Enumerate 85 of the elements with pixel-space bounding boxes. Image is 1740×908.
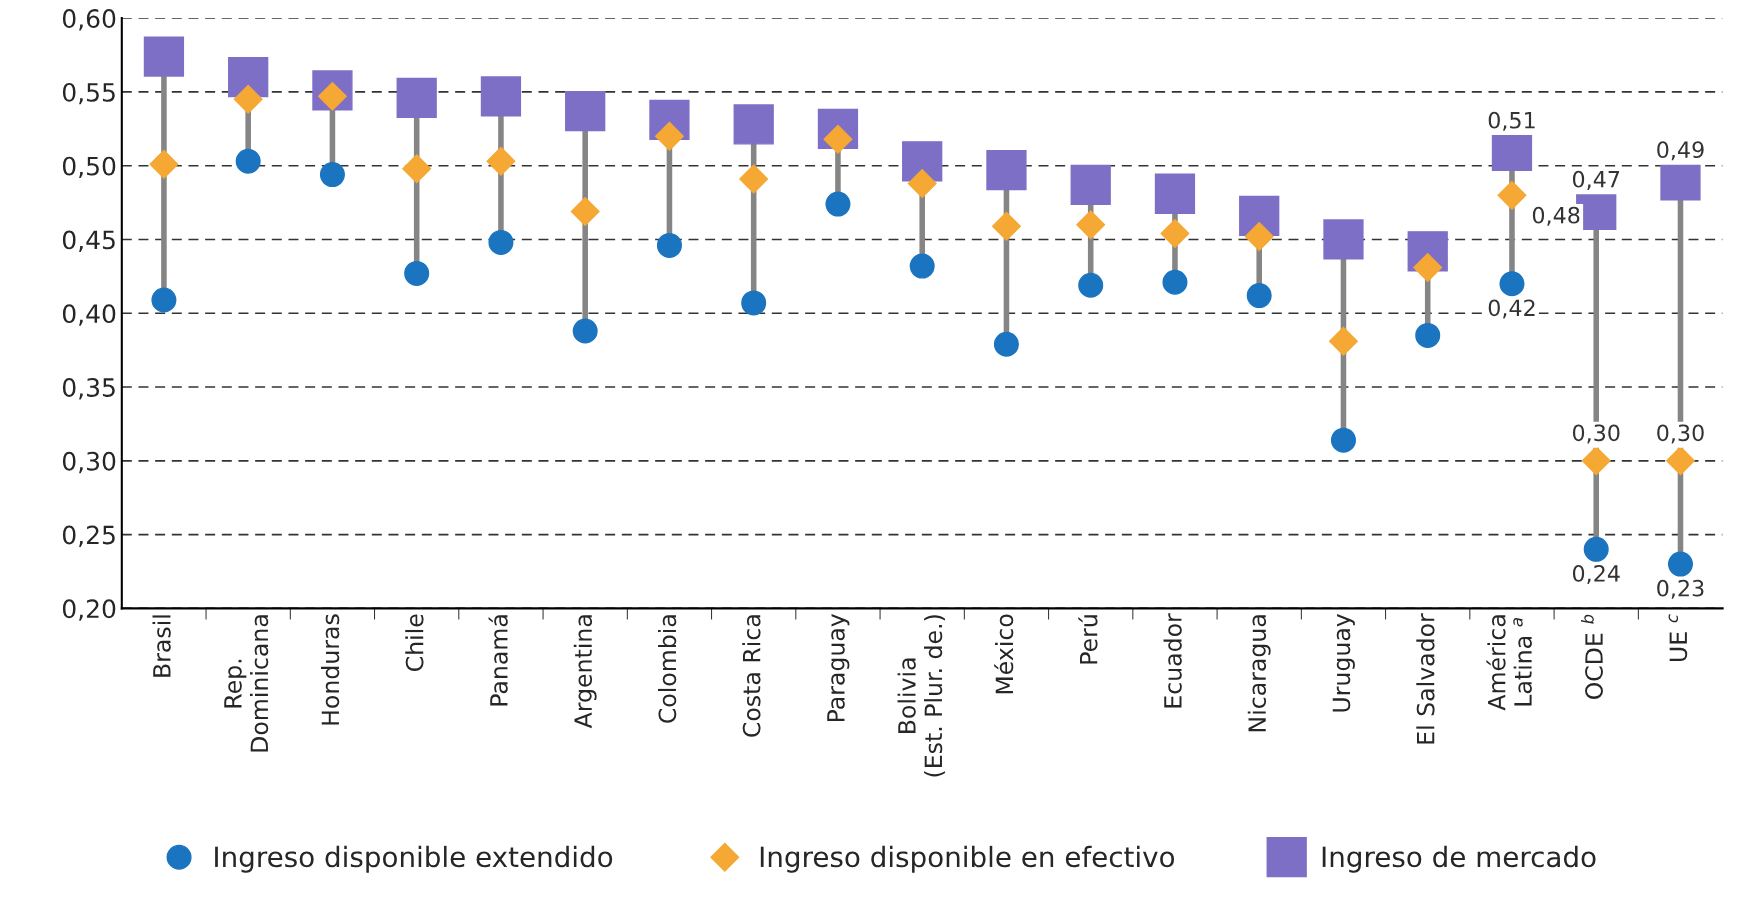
- x-tick-label: Costa Rica: [742, 615, 761, 737]
- x-tick-label: UE $^{c}$: [1668, 614, 1688, 661]
- y-tick-label: 0,55: [62, 82, 115, 105]
- data-label: 0,30: [1657, 424, 1704, 444]
- x-tick-label: Brasil: [152, 615, 171, 677]
- data-label: 0,48: [1532, 206, 1580, 226]
- x-tick-label: Argentina: [573, 615, 597, 729]
- point: [1154, 173, 1196, 214]
- point: [656, 232, 682, 258]
- point: [1666, 446, 1695, 476]
- point: [151, 287, 177, 313]
- x-tick-label: OCDE $^{b}$: [1581, 614, 1603, 700]
- point: [733, 104, 774, 145]
- y-tick-label: 0,25: [62, 525, 115, 547]
- point: [488, 229, 514, 255]
- point: [1244, 222, 1274, 251]
- point: [1413, 253, 1443, 282]
- point: [572, 318, 598, 344]
- point: [1499, 271, 1525, 297]
- y-tick-label: 0,20: [62, 599, 116, 621]
- point: [654, 121, 684, 151]
- point: [986, 149, 1027, 191]
- x-tick-label: Ecuador: [1163, 613, 1182, 708]
- point: [570, 197, 600, 226]
- x-tick-label: Honduras: [321, 614, 340, 725]
- point: [235, 148, 261, 174]
- y-tick-label: 0,30: [62, 451, 116, 474]
- data-label: 0,30: [1572, 424, 1620, 444]
- point: [319, 162, 345, 188]
- y-tick-label: 0,35: [62, 377, 115, 400]
- point: [1323, 219, 1364, 260]
- point: [1078, 272, 1104, 298]
- point: [396, 77, 437, 118]
- data-label: 0,24: [1572, 565, 1620, 585]
- point: [233, 84, 263, 114]
- point: [1246, 283, 1272, 309]
- point: [1070, 164, 1111, 206]
- x-tick-label: Chile: [405, 614, 424, 671]
- point: [992, 211, 1021, 241]
- x-tick-label: El Salvador: [1416, 613, 1435, 744]
- point: [404, 260, 430, 286]
- x-tick-label: Paraguay: [827, 613, 850, 722]
- legend-label: Ingreso disponible extendido: [215, 845, 613, 873]
- x-tick-label: Colombia: [658, 615, 677, 723]
- point: [1667, 551, 1693, 577]
- x-tick-label: Rep. Dominicana: [224, 615, 269, 752]
- y-tick-label: 0,50: [62, 156, 116, 179]
- point: [825, 191, 851, 217]
- point: [1076, 210, 1106, 240]
- y-tick-label: 0,45: [62, 230, 115, 252]
- data-label: 0,47: [1572, 170, 1620, 190]
- point: [1415, 322, 1441, 348]
- point: [1583, 536, 1609, 562]
- point: [565, 90, 606, 132]
- legend-label: Ingreso de mercado: [1322, 845, 1596, 873]
- data-label: 0,23: [1657, 579, 1704, 599]
- x-tick-label: Uruguay: [1332, 613, 1355, 712]
- point: [1160, 219, 1190, 249]
- point: [149, 149, 179, 179]
- y-tick-label: 0,40: [62, 304, 116, 326]
- x-tick-label: Perú: [1078, 615, 1098, 664]
- data-label: 0,42: [1488, 299, 1535, 319]
- point: [143, 36, 185, 77]
- point: [1330, 427, 1356, 453]
- point: [739, 164, 769, 194]
- point: [907, 168, 937, 198]
- point: [741, 290, 767, 316]
- point: [1162, 269, 1188, 295]
- x-tick-label: México: [994, 614, 1014, 694]
- data-label: 0,49: [1657, 141, 1704, 161]
- data-label: 0,51: [1488, 111, 1535, 131]
- point: [909, 253, 935, 279]
- x-tick-label: Panamá: [488, 615, 508, 706]
- x-tick-label: Nicaragua: [1247, 615, 1271, 732]
- y-tick-label: 0,60: [62, 9, 116, 31]
- point: [1497, 180, 1527, 210]
- legend-label: Ingreso disponible en efectivo: [760, 845, 1175, 873]
- point: [1329, 326, 1358, 356]
- point: [486, 146, 516, 176]
- point: [402, 154, 432, 184]
- x-tick-label: América Latina $^{a}$: [1486, 615, 1532, 711]
- x-tick-label: Bolivia (Est. Plur. de.): [897, 615, 946, 777]
- point: [993, 331, 1019, 357]
- point: [1581, 446, 1611, 476]
- point: [480, 76, 522, 117]
